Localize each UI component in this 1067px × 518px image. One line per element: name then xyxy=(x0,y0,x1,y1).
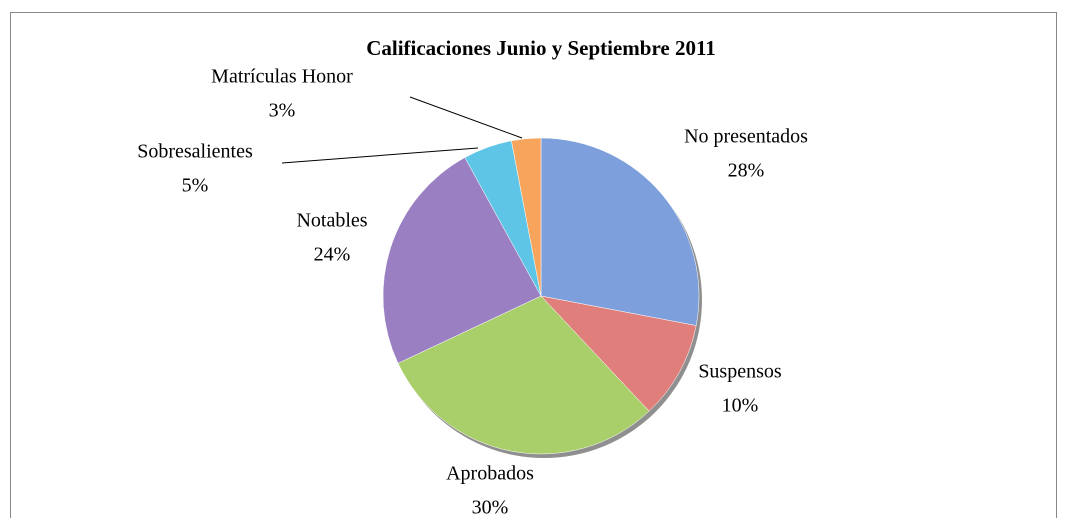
chart-title: Calificaciones Junio y Septiembre 2011 xyxy=(366,36,716,60)
slice-value-label: 28% xyxy=(728,160,765,182)
slice-value-label: 24% xyxy=(314,244,351,266)
pie-slice xyxy=(382,157,542,364)
slice-label: Notables xyxy=(296,210,367,232)
slice-value-label: 3% xyxy=(269,100,296,122)
slice-value-label: 10% xyxy=(722,395,759,417)
slice-value-label: 30% xyxy=(472,497,509,518)
slice-label: Aprobados xyxy=(446,463,534,485)
slice-label: Sobresalientes xyxy=(137,141,253,163)
leader-line xyxy=(409,96,523,139)
pie-slice xyxy=(511,137,542,297)
leader-line xyxy=(281,147,479,164)
slice-label: Matrículas Honor xyxy=(211,66,353,88)
pie-slice xyxy=(540,137,700,326)
pie-slice xyxy=(397,295,650,455)
slice-label: No presentados xyxy=(684,126,808,148)
pie-slice xyxy=(540,295,697,412)
slice-label: Suspensos xyxy=(698,361,782,383)
slice-value-label: 5% xyxy=(182,175,209,197)
